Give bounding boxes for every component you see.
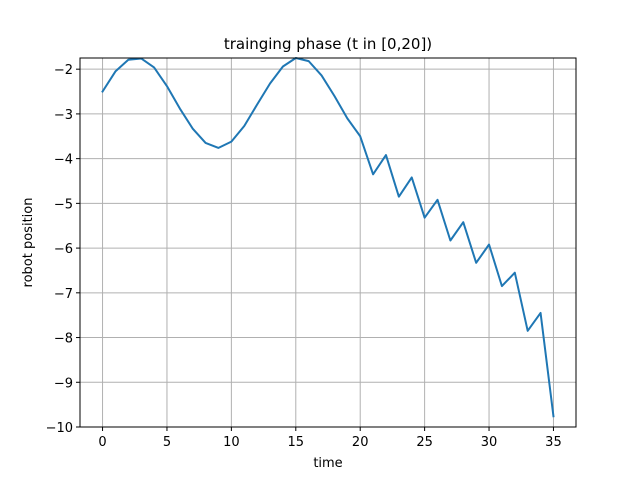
y-tick-label: −10	[46, 421, 73, 436]
x-tick-label: 20	[352, 435, 369, 450]
x-tick-label: 5	[163, 435, 171, 450]
y-tick-label: −5	[54, 197, 73, 212]
x-tick-label: 0	[98, 435, 106, 450]
x-tick-label: 25	[416, 435, 433, 450]
y-axis-ticks: −2 −3 −4 −5 −6 −7 −8 −9 −10	[46, 63, 80, 436]
x-axis-ticks: 0 5 10 15 20 25 30 35	[98, 427, 562, 450]
x-tick-label: 15	[288, 435, 305, 450]
x-tick-label: 35	[545, 435, 562, 450]
x-tick-label: 10	[223, 435, 240, 450]
chart-title: trainging phase (t in [0,20])	[224, 35, 432, 53]
series-line	[101, 57, 555, 418]
y-tick-label: −6	[54, 242, 73, 257]
plot-line	[101, 57, 555, 418]
x-tick-label: 30	[481, 435, 498, 450]
y-tick-label: −2	[54, 63, 73, 78]
y-tick-label: −8	[54, 332, 73, 347]
x-axis-label: time	[313, 456, 342, 471]
plot-frame	[79, 57, 577, 428]
y-tick-label: −4	[54, 153, 73, 168]
y-axis-label: robot position	[21, 198, 36, 288]
y-tick-label: −9	[54, 376, 73, 391]
y-tick-label: −7	[54, 287, 73, 302]
y-tick-label: −3	[54, 108, 73, 123]
